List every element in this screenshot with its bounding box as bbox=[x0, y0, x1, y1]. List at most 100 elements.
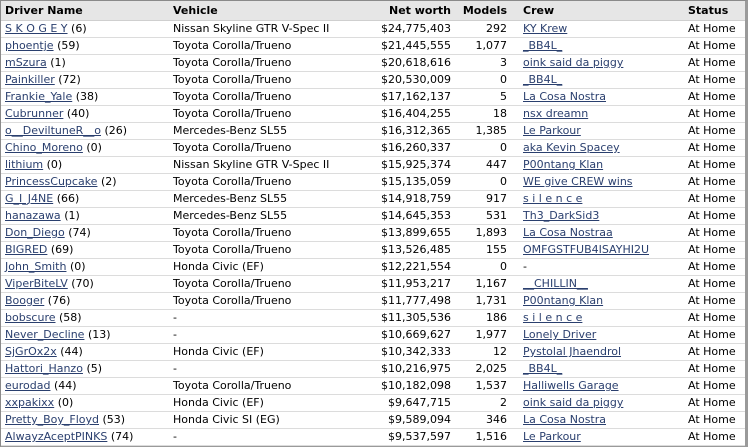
driver-name-link[interactable]: Pretty_Boy_Floyd bbox=[5, 413, 100, 426]
driver-name-link[interactable]: Never_Decline bbox=[5, 328, 85, 341]
driver-cell: bobscure (58) bbox=[1, 309, 169, 327]
driver-name-link[interactable]: Hattori_Hanzo bbox=[5, 362, 83, 375]
status-cell: At Home bbox=[684, 190, 745, 208]
status-cell: At Home bbox=[684, 343, 745, 361]
driver-name-link[interactable]: SjGrOx2x bbox=[5, 345, 57, 358]
models-cell: 2,025 bbox=[455, 360, 519, 378]
crew-link[interactable]: KY Krew bbox=[523, 22, 568, 35]
table-body: S K O G E Y (6) Nissan Skyline GTR V-Spec… bbox=[1, 20, 745, 446]
crew-link[interactable]: OMFGSTFUB4ISAYHI2U bbox=[523, 243, 650, 256]
crew-link[interactable]: P00ntang Klan bbox=[523, 158, 604, 171]
driver-name-link[interactable]: mSzura bbox=[5, 56, 47, 69]
driver-name-link[interactable]: phoentje bbox=[5, 39, 54, 52]
net-worth-cell: $14,918,759 bbox=[369, 190, 455, 208]
crew-link[interactable]: Pystolal Jhaendrol bbox=[523, 345, 622, 358]
models-cell: 1,385 bbox=[455, 122, 519, 140]
driver-name-link[interactable]: Cubrunner bbox=[5, 107, 64, 120]
status-cell: At Home bbox=[684, 360, 745, 378]
table-row: John_Smith (0) Honda Civic (EF) $12,221,55… bbox=[1, 258, 745, 276]
table-row: Pretty_Boy_Floyd (53) Honda Civic SI (EG)… bbox=[1, 411, 745, 429]
crew-link[interactable]: __CHILLIN__ bbox=[523, 277, 588, 290]
driver-cell: Hattori_Hanzo (5) bbox=[1, 360, 169, 378]
crew-cell: __CHILLIN__ bbox=[519, 275, 684, 293]
models-cell: 1,893 bbox=[455, 224, 519, 242]
driver-name-link[interactable]: Frankie_Yale bbox=[5, 90, 73, 103]
crew-link[interactable]: _BB4L_ bbox=[523, 73, 563, 86]
driver-name-link[interactable]: Don_Diego bbox=[5, 226, 65, 239]
driver-name-link[interactable]: Chino_Moreno bbox=[5, 141, 83, 154]
status-cell: At Home bbox=[684, 292, 745, 310]
driver-name-link[interactable]: lithium bbox=[5, 158, 44, 171]
crew-link[interactable]: _BB4L_ bbox=[523, 39, 563, 52]
vehicle-cell: Toyota Corolla/Trueno bbox=[169, 241, 369, 259]
crew-link[interactable]: s i l e n c e bbox=[523, 192, 583, 205]
vehicle-cell: Honda Civic (EF) bbox=[169, 343, 369, 361]
crew-link[interactable]: La Cosa Nostra bbox=[523, 413, 607, 426]
driver-name-link[interactable]: bobscure bbox=[5, 311, 56, 324]
crew-link[interactable]: WE give CREW wins bbox=[523, 175, 633, 188]
crew-link[interactable]: oink said da piggy bbox=[523, 396, 624, 409]
vehicle-cell: Toyota Corolla/Trueno bbox=[169, 71, 369, 89]
crew-link[interactable]: s i l e n c e bbox=[523, 311, 583, 324]
vehicle-cell: Mercedes-Benz SL55 bbox=[169, 190, 369, 208]
vehicle-cell: - bbox=[169, 326, 369, 344]
models-cell: 531 bbox=[455, 207, 519, 225]
crew-link[interactable]: La Cosa Nostra bbox=[523, 90, 607, 103]
net-worth-cell: $21,445,555 bbox=[369, 37, 455, 55]
driver-name-link[interactable]: hanazawa bbox=[5, 209, 61, 222]
crew-cell: s i l e n c e bbox=[519, 309, 684, 327]
crew-link[interactable]: Le Parkour bbox=[523, 124, 581, 137]
crew-link[interactable]: Halliwells Garage bbox=[523, 379, 619, 392]
driver-cell: Chino_Moreno (0) bbox=[1, 139, 169, 157]
models-cell: 0 bbox=[455, 139, 519, 157]
column-header-models: Models bbox=[455, 1, 519, 21]
driver-cell: Frankie_Yale (38) bbox=[1, 88, 169, 106]
driver-name-link[interactable]: o__DeviltuneR__o bbox=[5, 124, 101, 137]
crew-link[interactable]: Lonely Driver bbox=[523, 328, 597, 341]
driver-name-link[interactable]: eurodad bbox=[5, 379, 51, 392]
driver-name-link[interactable]: Painkiller bbox=[5, 73, 55, 86]
models-cell: 3 bbox=[455, 54, 519, 72]
driver-name-link[interactable]: xxpakixx bbox=[5, 396, 55, 409]
status-cell: At Home bbox=[684, 207, 745, 225]
vehicle-cell: - bbox=[169, 428, 369, 446]
crew-link[interactable]: aka Kevin Spacey bbox=[523, 141, 620, 154]
table-row: Don_Diego (74) Toyota Corolla/Trueno $13,8… bbox=[1, 224, 745, 242]
driver-level: (6) bbox=[71, 22, 87, 35]
models-cell: 186 bbox=[455, 309, 519, 327]
driver-name-link[interactable]: BIGRED bbox=[5, 243, 48, 256]
crew-cell: _BB4L_ bbox=[519, 71, 684, 89]
crew-link[interactable]: La Cosa Nostraa bbox=[523, 226, 613, 239]
crew-link[interactable]: P00ntang Klan bbox=[523, 294, 604, 307]
crew-link[interactable]: nsx dreamn bbox=[523, 107, 589, 120]
driver-cell: BIGRED (69) bbox=[1, 241, 169, 259]
driver-name-link[interactable]: S K O G E Y bbox=[5, 22, 68, 35]
crew-cell: Le Parkour bbox=[519, 428, 684, 446]
crew-link[interactable]: _BB4L_ bbox=[523, 362, 563, 375]
driver-name-link[interactable]: G_I_J4NE bbox=[5, 192, 54, 205]
driver-name-link[interactable]: ViperBiteLV bbox=[5, 277, 68, 290]
driver-name-link[interactable]: John_Smith bbox=[5, 260, 67, 273]
crew-cell: _BB4L_ bbox=[519, 360, 684, 378]
vehicle-cell: Toyota Corolla/Trueno bbox=[169, 224, 369, 242]
crew-link[interactable]: Th3_DarkSid3 bbox=[523, 209, 600, 222]
table-row: Painkiller (72) Toyota Corolla/Trueno $20,… bbox=[1, 71, 745, 89]
driver-level: (72) bbox=[58, 73, 81, 86]
vehicle-cell: Toyota Corolla/Trueno bbox=[169, 105, 369, 123]
table-row: BIGRED (69) Toyota Corolla/Trueno $13,526,… bbox=[1, 241, 745, 259]
crew-link[interactable]: Le Parkour bbox=[523, 430, 581, 443]
driver-level: (1) bbox=[50, 56, 66, 69]
net-worth-cell: $16,312,365 bbox=[369, 122, 455, 140]
driver-name-link[interactable]: AlwayzAceptPINKS bbox=[5, 430, 108, 443]
driver-name-link[interactable]: Booger bbox=[5, 294, 45, 307]
crew-cell: P00ntang Klan bbox=[519, 156, 684, 174]
crew-cell: oink said da piggy bbox=[519, 394, 684, 412]
driver-name-link[interactable]: PrincessCupcake bbox=[5, 175, 98, 188]
driver-level: (44) bbox=[53, 379, 77, 392]
driver-level: (1) bbox=[64, 209, 80, 222]
table-row: AlwayzAceptPINKS (74) - $9,537,597 1,516 Le … bbox=[1, 428, 745, 446]
crew-link[interactable]: oink said da piggy bbox=[523, 56, 624, 69]
status-cell: At Home bbox=[684, 156, 745, 174]
models-cell: 5 bbox=[455, 88, 519, 106]
models-cell: 1,077 bbox=[455, 37, 519, 55]
